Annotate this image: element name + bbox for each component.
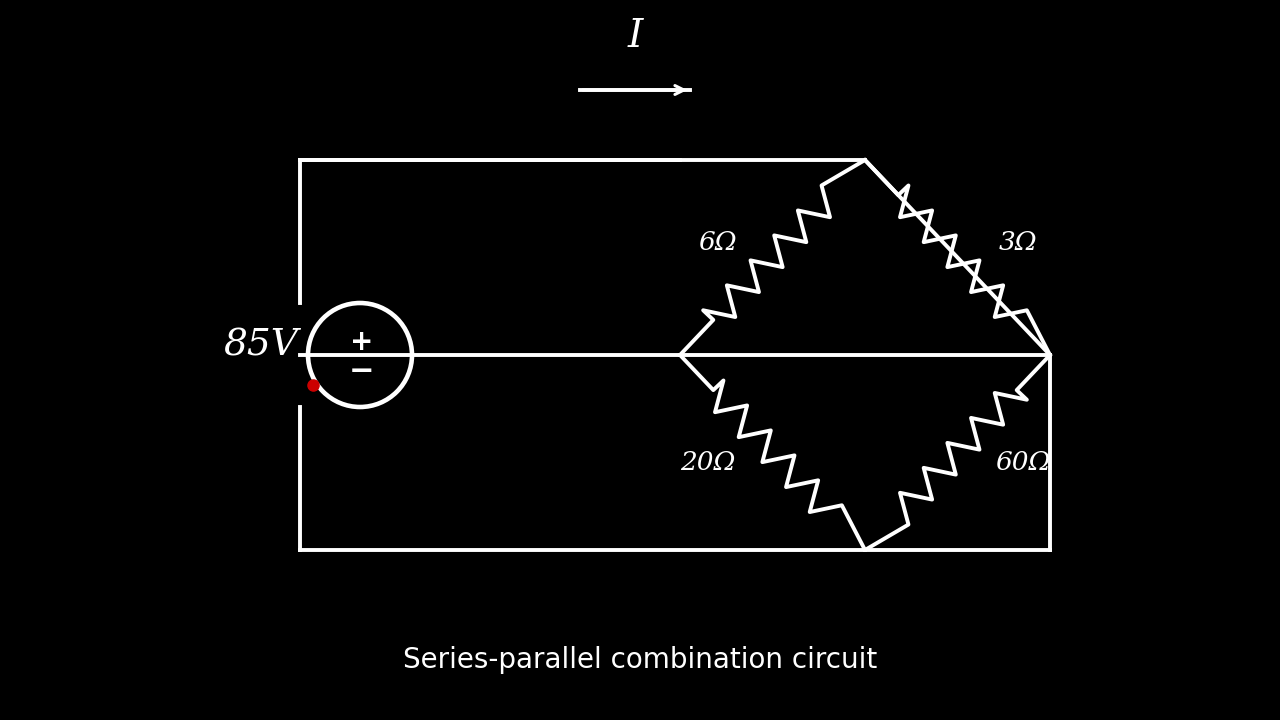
- Text: 3Ω: 3Ω: [998, 230, 1037, 255]
- Text: −: −: [349, 358, 375, 387]
- Text: 60Ω: 60Ω: [995, 450, 1050, 475]
- Text: 85V: 85V: [223, 327, 298, 363]
- Text: 20Ω: 20Ω: [680, 450, 735, 475]
- Text: Series-parallel combination circuit: Series-parallel combination circuit: [403, 646, 877, 674]
- Text: I: I: [627, 18, 643, 55]
- Text: 6Ω: 6Ω: [698, 230, 737, 255]
- Text: +: +: [351, 328, 374, 356]
